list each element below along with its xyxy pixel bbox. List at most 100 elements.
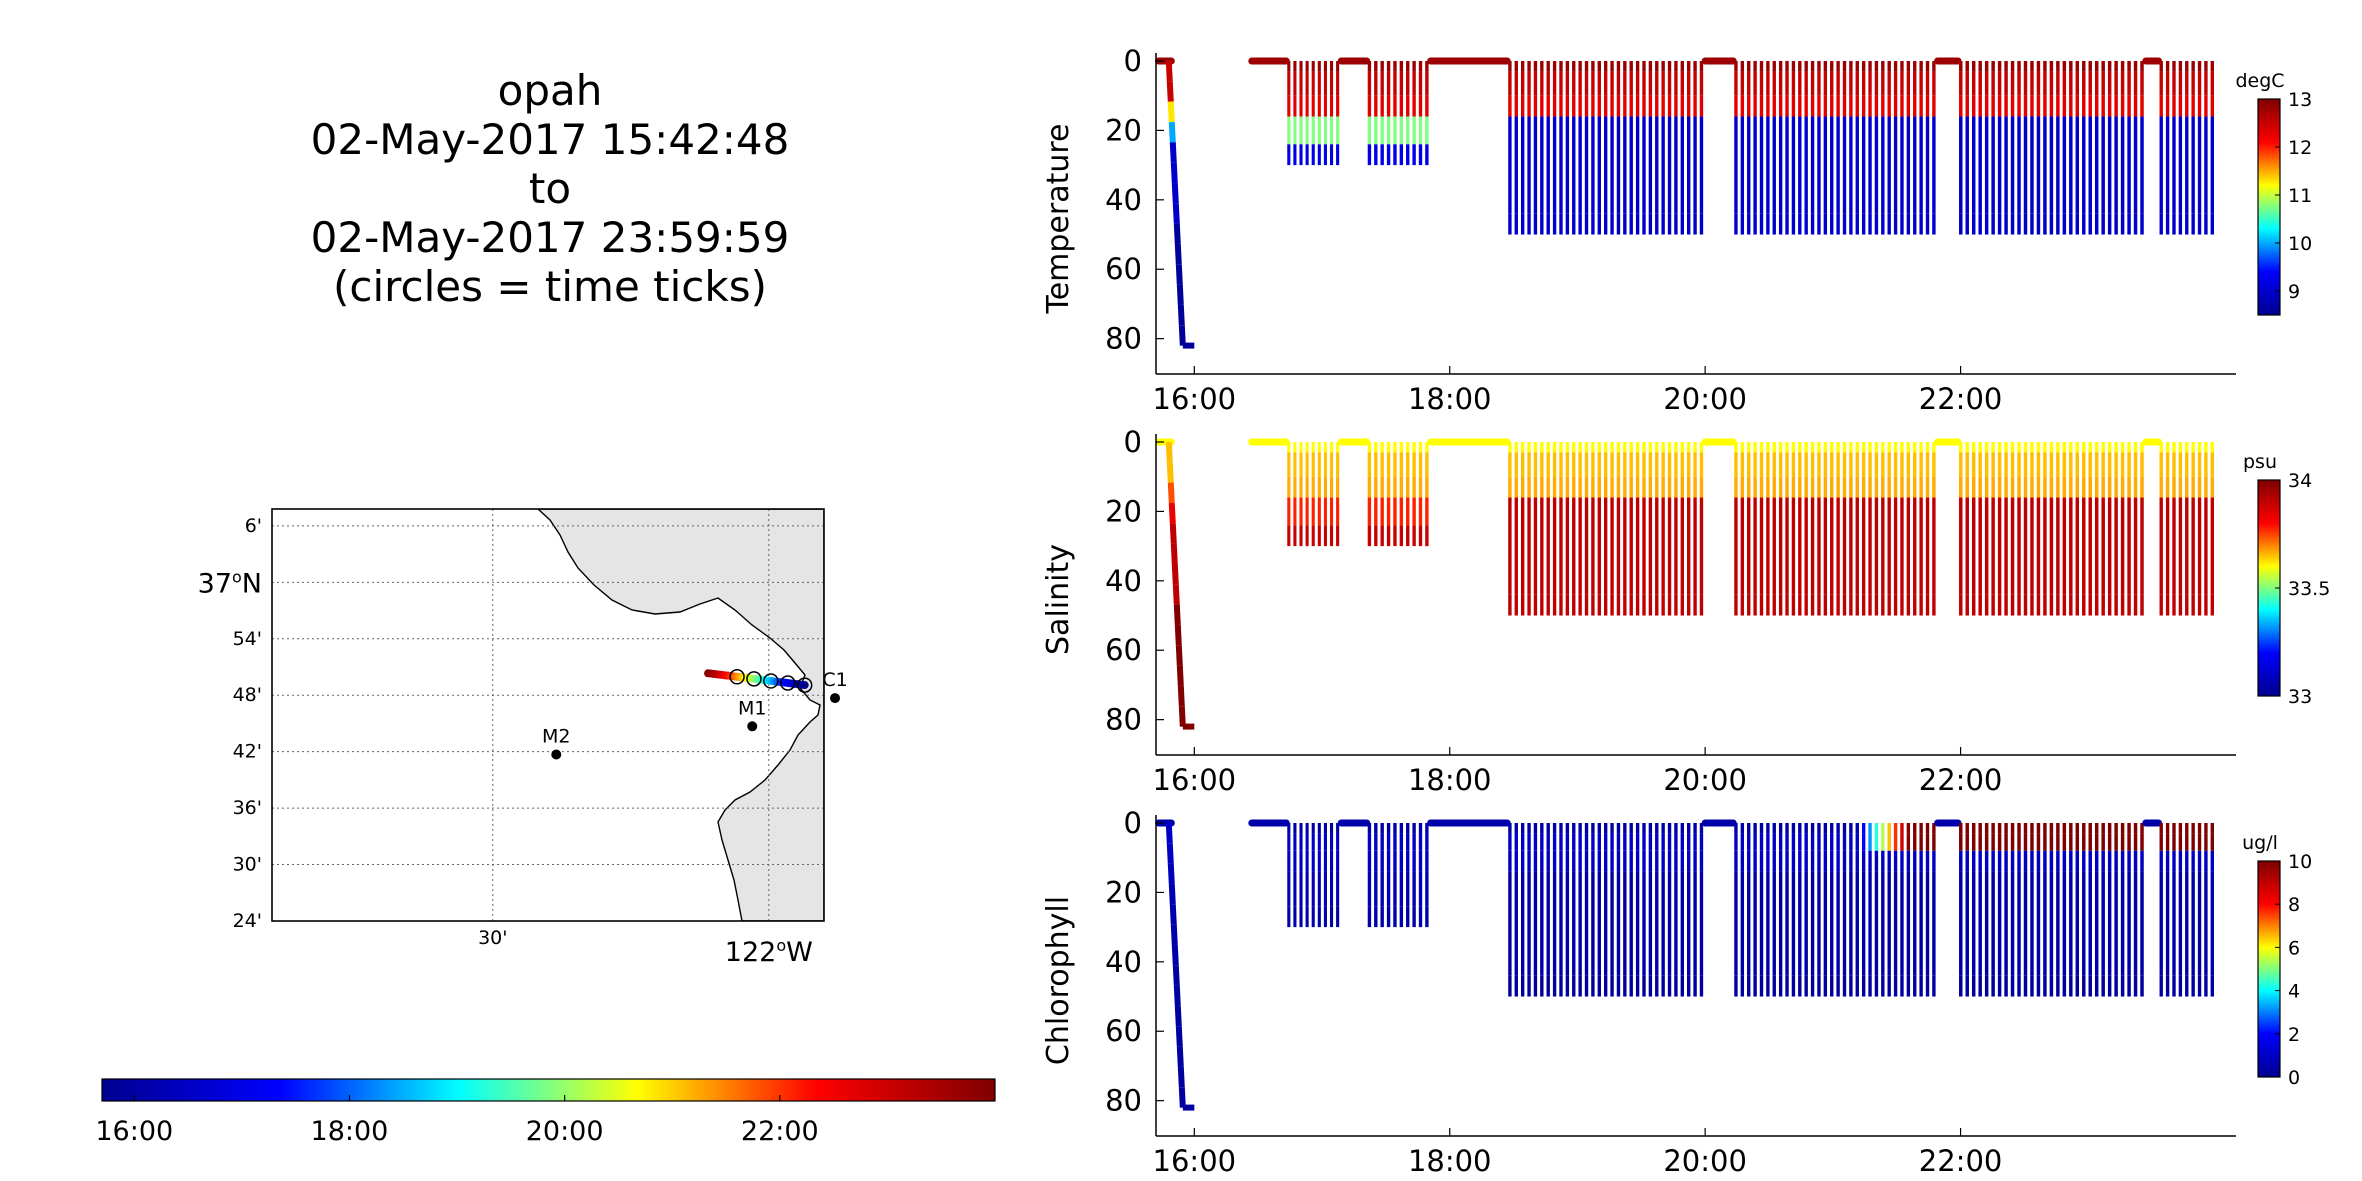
salinity-yo-band (2133, 476, 2138, 498)
salinity-yo-band (1925, 594, 1930, 616)
chlorophyll-yo-band (2120, 833, 2125, 851)
salinity-yo-band (1849, 497, 1853, 595)
salinity-yo-band (2030, 594, 2034, 616)
temperature-yo-band (2036, 213, 2041, 235)
temperature-yo-band (1661, 71, 1665, 96)
salinity-yo-band (2036, 476, 2041, 498)
chlorophyll-descent-track (1177, 1066, 1185, 1088)
chlorophyll-yo-band (1842, 975, 1847, 997)
chlorophyll-yo-band (1772, 823, 1776, 834)
salinity-yo-band (2030, 476, 2034, 498)
temperature-yo-band (1584, 95, 1589, 117)
time-tick-circle (763, 673, 779, 689)
salinity-yo-band (2017, 442, 2021, 453)
chlorophyll-yo-band (2120, 975, 2125, 997)
temperature-yo-band (1323, 144, 1327, 166)
chlorophyll-yo-band (2023, 975, 2028, 997)
temperature-descent-track (1166, 81, 1174, 102)
temperature-yo-band (1740, 116, 1745, 214)
temperature-yo-band (1849, 95, 1853, 117)
salinity-yo-band (1406, 452, 1410, 477)
chlorophyll-yo-band (2210, 833, 2214, 851)
chlorophyll-yo-band (1336, 850, 1340, 872)
salinity-yo-band (2172, 594, 2176, 616)
temperature-yo-band (1823, 95, 1828, 117)
temperature-yo-band (1900, 116, 1904, 214)
temperature-yo-band (2165, 71, 2170, 96)
salinity-yo-band (1881, 594, 1885, 616)
temperature-yo-band (1740, 213, 1745, 235)
temperature-descent-track (1167, 101, 1175, 123)
salinity-yo-band (1804, 442, 1808, 453)
temperature-yo-band (2204, 116, 2208, 214)
temperature-yo-band (1965, 213, 1969, 235)
temperature-yo-band (1661, 95, 1665, 117)
temperature-yo-band (1699, 116, 1704, 214)
chlorophyll-yo-band (1855, 850, 1859, 872)
salinity-yo-band (2017, 594, 2021, 616)
salinity-yo-band (1868, 452, 1872, 477)
salinity-descent-track (1165, 441, 1173, 463)
salinity-yo-band (1559, 452, 1563, 477)
salinity-yo-band (1648, 594, 1653, 616)
chlorophyll-yo-band (1412, 850, 1416, 872)
chlorophyll-yo-band (2094, 823, 2099, 834)
chlorophyll-yo-band (1546, 833, 1550, 851)
salinity-yo-band (2140, 452, 2144, 477)
chlorophyll-yo-band (2017, 823, 2021, 834)
salinity-yo-band (1766, 476, 1770, 498)
salinity-yo-band (2004, 452, 2008, 477)
salinity-colorbar-unit: psu (2243, 451, 2277, 473)
chlorophyll-yo-band (1299, 850, 1303, 872)
figure-title: opah 02-May-2017 15:42:48 to 02-May-2017… (250, 66, 850, 311)
salinity-yo-band (1919, 442, 1923, 453)
salinity-yo-band (2172, 442, 2176, 453)
chlorophyll-yo-band (1753, 850, 1757, 872)
chlorophyll-yo-band (1559, 823, 1563, 834)
salinity-yo-band (1887, 442, 1891, 453)
chlorophyll-yo-band (1311, 906, 1315, 928)
salinity-yo-band (2010, 594, 2015, 616)
temperature-yo-band (1533, 71, 1538, 96)
salinity-yo-band (1778, 594, 1783, 616)
temperature-yo-band (1293, 116, 1297, 145)
temperature-yo-band (1572, 61, 1576, 72)
temperature-yo-band (1881, 95, 1885, 117)
chlorophyll-yo-band (2114, 833, 2118, 851)
salinity-yo-band (2101, 497, 2105, 595)
chlorophyll-yo-band (1766, 850, 1770, 872)
chlorophyll-yo-band (1533, 850, 1538, 872)
temperature-xtick-label: 16:00 (1153, 382, 1237, 416)
temperature-yo-band (1527, 213, 1531, 235)
temperature-yo-band (1616, 61, 1621, 72)
temperature-yo-band (2010, 116, 2015, 214)
temperature-yo-band (1616, 116, 1621, 214)
salinity-yo-band (1565, 452, 1570, 477)
salinity-yo-band (1785, 594, 1789, 616)
temperature-yo-band (1635, 116, 1640, 214)
chlorophyll-yo-band (1406, 823, 1410, 834)
temperature-yo-band (1514, 61, 1518, 72)
chlorophyll-yo-band (1849, 850, 1853, 872)
chlorophyll-yo-band (2133, 850, 2138, 872)
chlorophyll-yo-band (1425, 833, 1429, 851)
chlorophyll-yo-band (1830, 850, 1834, 872)
temperature-yo-band (1971, 116, 1976, 214)
chlorophyll-yo-band (1642, 850, 1646, 872)
temperature-yo-band (1855, 95, 1859, 117)
temperature-yo-band (1997, 213, 2002, 235)
chlorophyll-yo-band (1778, 975, 1783, 997)
temperature-yo-band (1406, 95, 1410, 117)
temperature-yo-band (1293, 144, 1297, 166)
salinity-ytick-label: 0 (1124, 425, 1142, 459)
chlorophyll-colorbar (2257, 860, 2281, 1078)
salinity-yo-band (1734, 594, 1738, 616)
temperature-yo-band (1299, 95, 1303, 117)
chlorophyll-descent-track (1173, 985, 1181, 1007)
salinity-yo-band (1997, 452, 2002, 477)
temperature-yo-band (1932, 116, 1936, 214)
salinity-yo-band (1527, 442, 1531, 453)
chlorophyll-yo-band (1578, 975, 1582, 997)
salinity-yo-band (1399, 442, 1404, 453)
